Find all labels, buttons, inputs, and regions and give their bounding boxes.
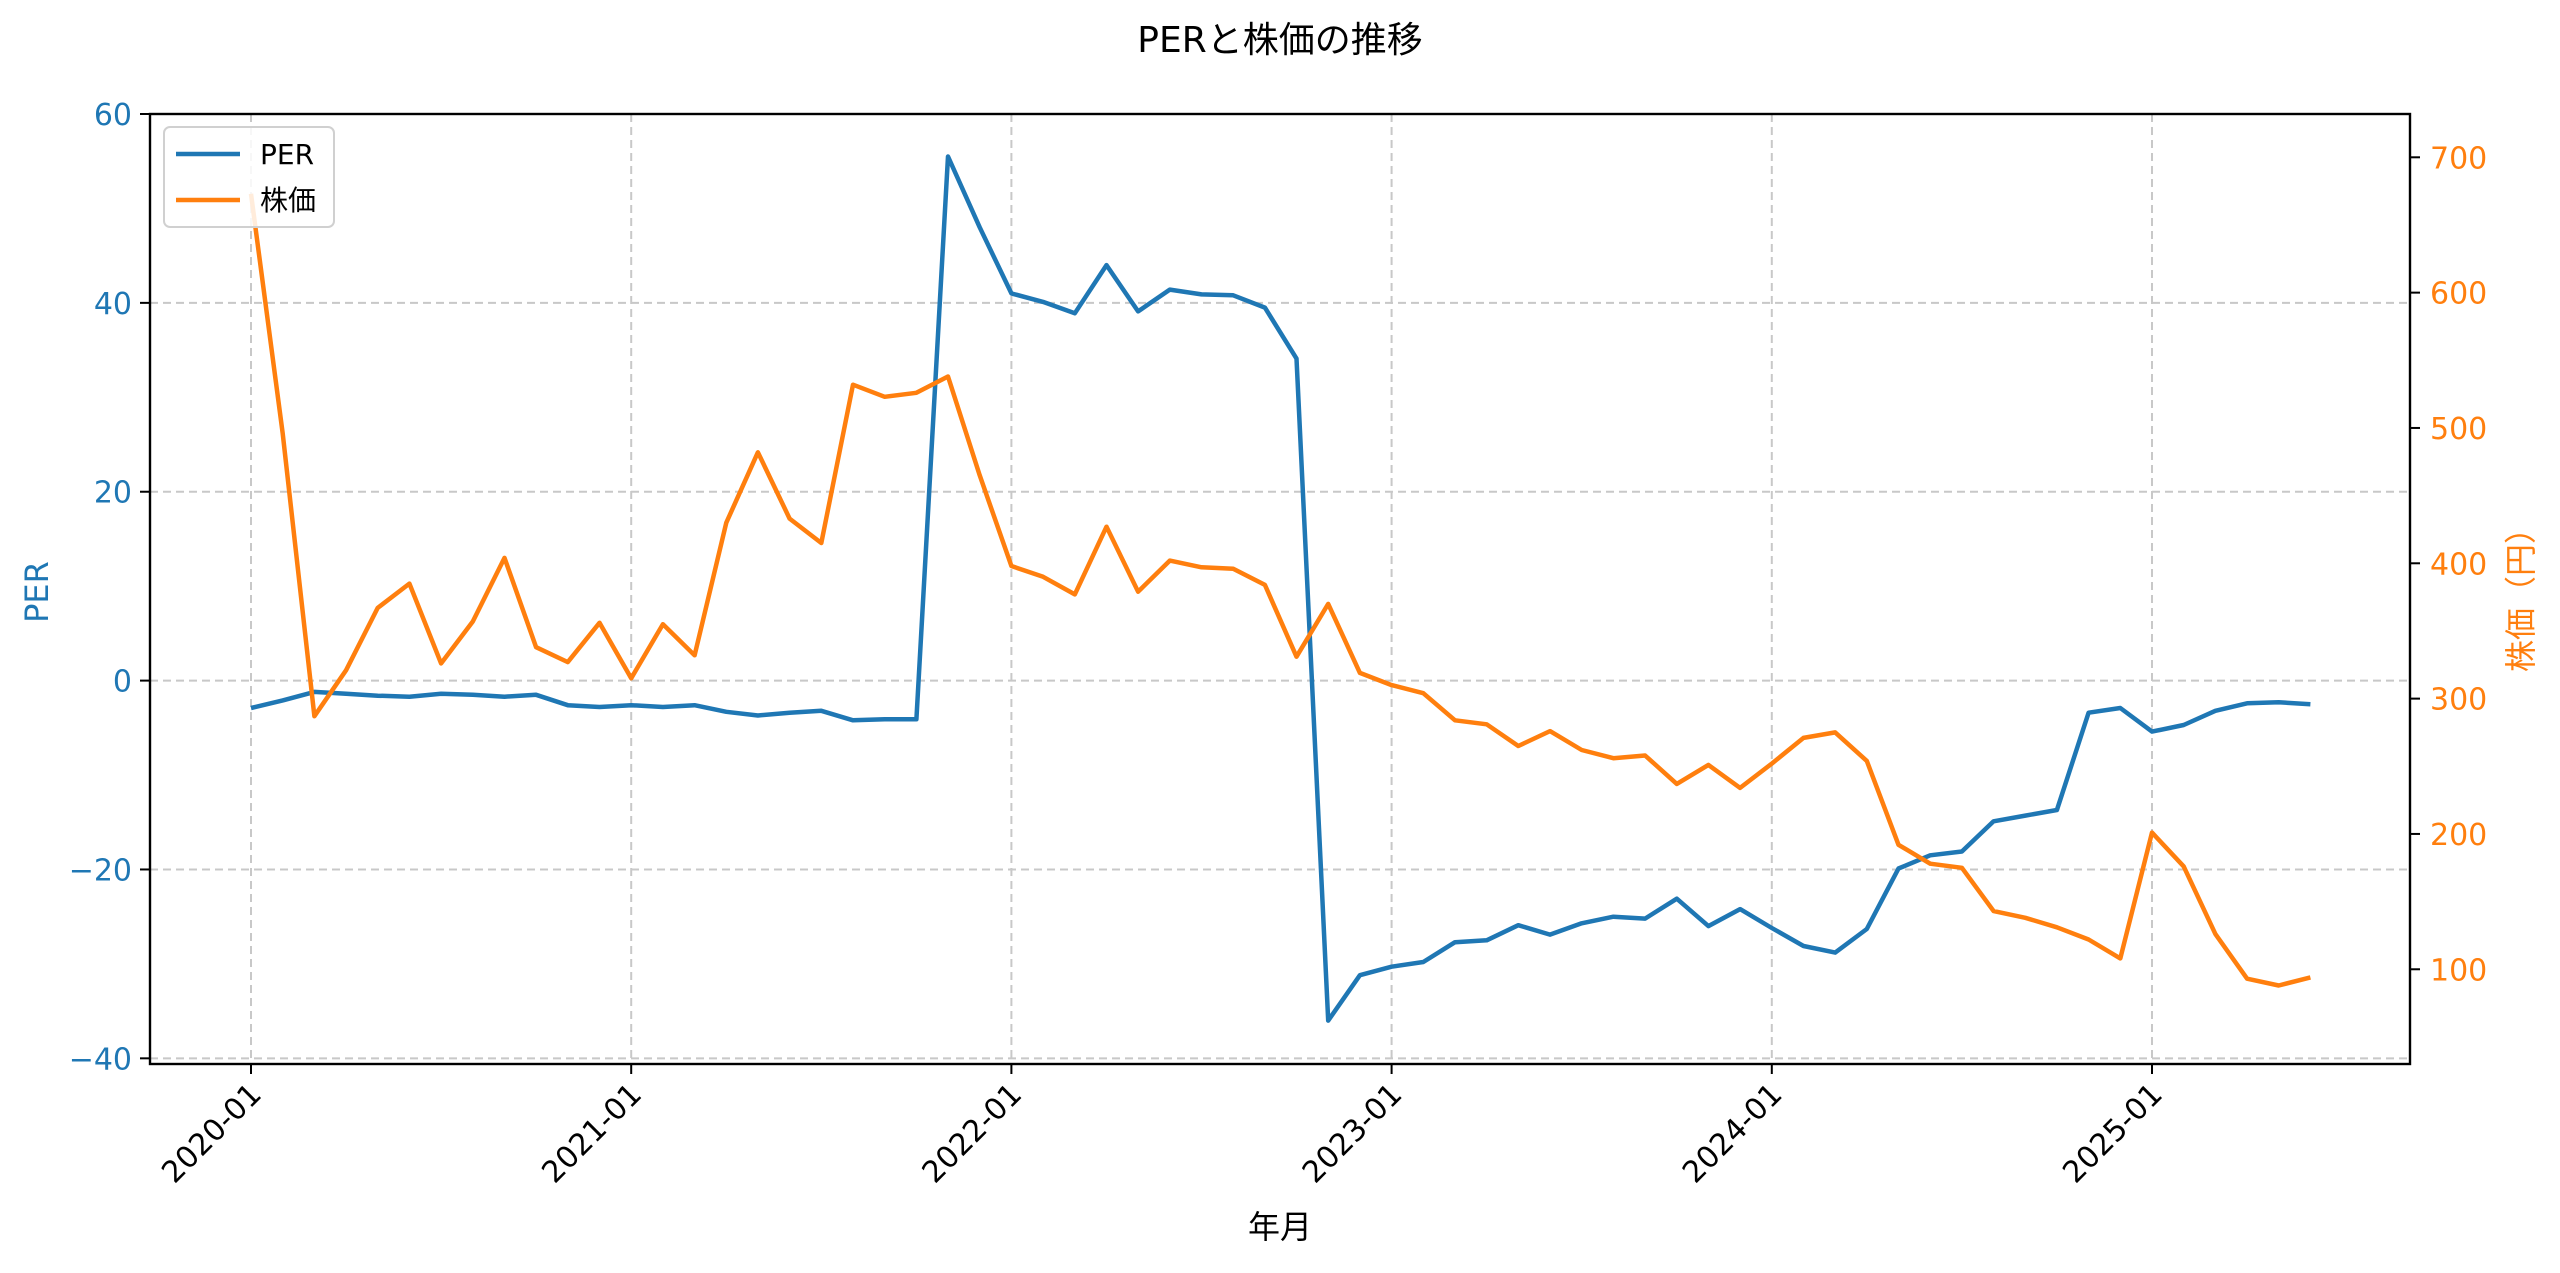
data-series <box>248 154 2311 1023</box>
left-tick-label: 60 <box>94 98 132 133</box>
plot-frame <box>148 112 2412 1066</box>
right-tick-label: 100 <box>2430 953 2487 988</box>
x-tick-label: 2023-01 <box>1296 1077 1409 1190</box>
right-tick-label: 700 <box>2430 141 2487 176</box>
grid-lines <box>150 113 2410 1064</box>
x-tick-label: 2021-01 <box>535 1077 648 1190</box>
right-tick-label: 300 <box>2430 683 2487 718</box>
legend-label: 株価 <box>260 184 316 217</box>
chart-title: PERと株価の推移 <box>1137 20 1422 61</box>
right-y-axis-label: 株価（円） <box>2502 512 2540 672</box>
right-tick-label: 400 <box>2430 547 2487 582</box>
x-tick-label: 2022-01 <box>916 1077 1029 1190</box>
left-y-axis-label: PER <box>18 561 56 623</box>
right-y-axis: 100 200 300 400 500 600 700 <box>2410 141 2487 988</box>
left-tick-label: 20 <box>94 476 132 511</box>
right-tick-label: 600 <box>2430 277 2487 312</box>
left-tick-label: 40 <box>94 287 132 322</box>
left-tick-label: 0 <box>113 665 132 700</box>
x-tick-label: 2024-01 <box>1676 1077 1789 1190</box>
x-axis: 2020-01 2021-01 2022-01 2023-01 2024-01 2025-… <box>155 1064 2170 1190</box>
price-line <box>248 193 2311 988</box>
right-tick-label: 200 <box>2430 818 2487 853</box>
x-axis-label: 年月 <box>1248 1208 1312 1246</box>
legend-label: PER <box>260 138 314 171</box>
x-tick-label: 2025-01 <box>2056 1077 2169 1190</box>
left-tick-label: −40 <box>69 1042 132 1077</box>
left-tick-label: −20 <box>69 853 132 888</box>
legend: PER 株価 <box>163 126 335 228</box>
per-line <box>250 154 2311 1023</box>
right-tick-label: 500 <box>2430 412 2487 447</box>
x-tick-label: 2020-01 <box>155 1077 268 1190</box>
left-y-axis: −40 −20 0 20 40 60 <box>69 98 150 1077</box>
